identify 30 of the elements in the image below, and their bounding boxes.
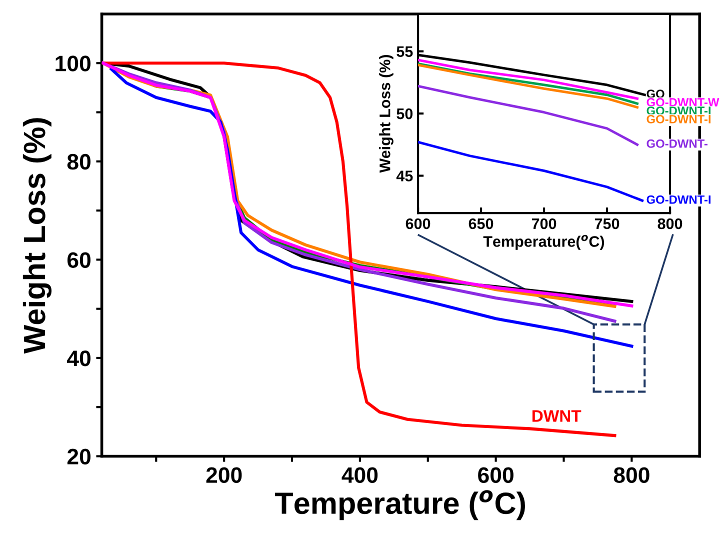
x-tick-label: 600: [478, 467, 514, 483]
x-axis-title: Temperature($^{o}$C): [483, 234, 604, 250]
line-series: [418, 84, 639, 146]
y-tick-label: 100: [56, 56, 90, 72]
line-series: [418, 140, 644, 202]
x-tick-label: 700: [532, 218, 556, 230]
x-tick-label: 800: [614, 467, 650, 483]
x-tick-label: 650: [468, 218, 494, 230]
y-tick-label: 50: [396, 108, 413, 120]
x-tick-label: 400: [342, 467, 378, 483]
series-label: GO-DWNT-W: [646, 98, 720, 107]
x-tick-label: 200: [206, 467, 242, 483]
series-label: GO-DWNT-: [646, 139, 708, 148]
series-label: GO-DWNT-I: [646, 106, 710, 115]
y-tick-label: 20: [67, 448, 90, 464]
x-tick-label: 750: [594, 218, 620, 230]
y-tick-label: 80: [67, 154, 90, 170]
series-label: GO-DWNT-I: [646, 114, 710, 124]
series-label: DWNT: [532, 410, 582, 422]
y-tick-label: 45: [396, 170, 413, 182]
y-tick-label: 55: [396, 46, 413, 57]
y-tick-label: 60: [67, 252, 90, 268]
series-label: GO-DWNT-I: [646, 195, 710, 204]
series-label: GO: [646, 90, 664, 98]
x-tick-label: 800: [658, 218, 682, 230]
y-axis-title: Weight Loss (%): [379, 55, 394, 173]
x-tick-label: 600: [406, 218, 430, 230]
y-axis-title: Weight Loss (%): [22, 118, 52, 354]
x-axis-title: Temperature ($^{o}$C): [275, 490, 525, 520]
y-tick-label: 40: [67, 350, 90, 366]
